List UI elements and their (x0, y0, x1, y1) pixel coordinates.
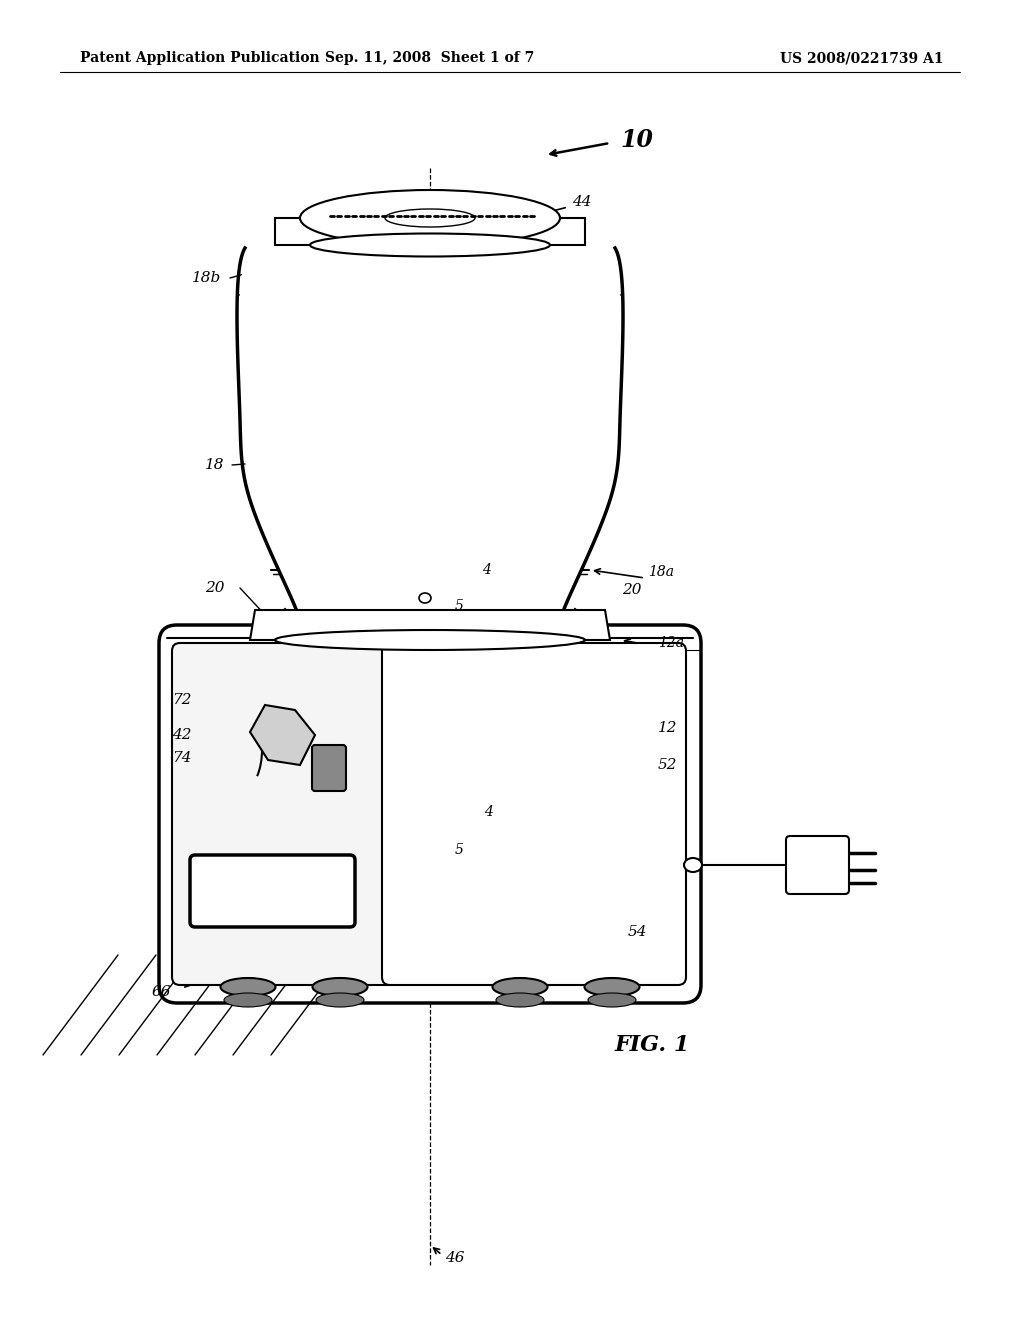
FancyBboxPatch shape (159, 624, 701, 1003)
FancyBboxPatch shape (382, 643, 686, 985)
Text: 54: 54 (628, 925, 647, 939)
Polygon shape (237, 248, 623, 610)
Ellipse shape (493, 978, 548, 997)
Text: 46: 46 (445, 1251, 465, 1265)
Text: 10: 10 (620, 128, 653, 152)
Text: Patent Application Publication: Patent Application Publication (80, 51, 319, 65)
FancyBboxPatch shape (786, 836, 849, 894)
Text: 72: 72 (172, 693, 191, 708)
Text: Sep. 11, 2008  Sheet 1 of 7: Sep. 11, 2008 Sheet 1 of 7 (326, 51, 535, 65)
Text: 4: 4 (484, 805, 493, 818)
Ellipse shape (224, 993, 272, 1007)
Ellipse shape (300, 190, 560, 246)
Text: 12a: 12a (658, 636, 684, 649)
Polygon shape (275, 218, 585, 246)
Text: 4: 4 (482, 564, 490, 577)
Ellipse shape (275, 630, 585, 649)
Text: 18a: 18a (648, 565, 674, 579)
Ellipse shape (310, 234, 550, 256)
Polygon shape (250, 610, 610, 640)
Ellipse shape (312, 978, 368, 997)
Ellipse shape (684, 858, 702, 873)
Ellipse shape (220, 978, 275, 997)
FancyBboxPatch shape (312, 744, 346, 791)
Text: 66: 66 (152, 985, 171, 999)
Text: FIG. 1: FIG. 1 (615, 1034, 690, 1056)
FancyBboxPatch shape (172, 643, 398, 985)
Text: 18: 18 (205, 458, 224, 473)
Text: US 2008/0221739 A1: US 2008/0221739 A1 (780, 51, 943, 65)
Ellipse shape (419, 593, 431, 603)
Text: 42: 42 (172, 729, 191, 742)
Ellipse shape (588, 993, 636, 1007)
Text: 20: 20 (205, 581, 224, 595)
Text: 12: 12 (658, 721, 678, 735)
Text: 74: 74 (172, 751, 191, 766)
Text: 18b: 18b (193, 271, 221, 285)
Text: 5: 5 (455, 599, 464, 612)
Polygon shape (250, 705, 315, 766)
Text: 5: 5 (455, 843, 464, 857)
FancyBboxPatch shape (190, 855, 355, 927)
Ellipse shape (496, 993, 544, 1007)
Text: 20: 20 (622, 583, 641, 597)
Ellipse shape (316, 993, 364, 1007)
Ellipse shape (585, 978, 640, 997)
Text: 52: 52 (658, 758, 678, 772)
Text: 44: 44 (572, 195, 592, 209)
Ellipse shape (385, 209, 475, 227)
